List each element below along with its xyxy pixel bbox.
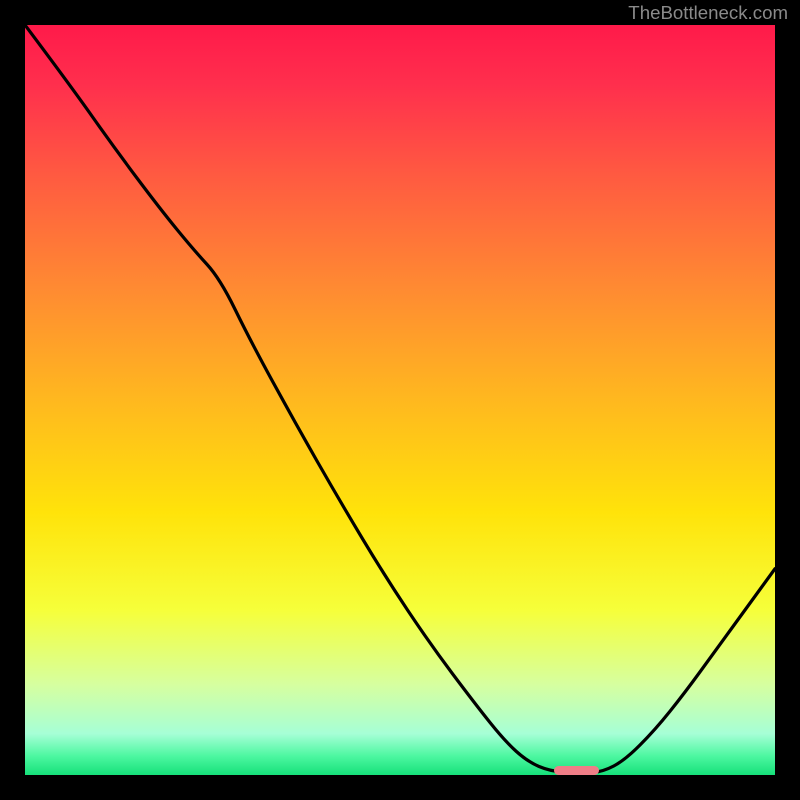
- source-watermark: TheBottleneck.com: [628, 2, 788, 24]
- bottleneck-curve: [25, 25, 775, 775]
- plot-area: [25, 25, 775, 775]
- optimal-range-marker: [554, 766, 599, 775]
